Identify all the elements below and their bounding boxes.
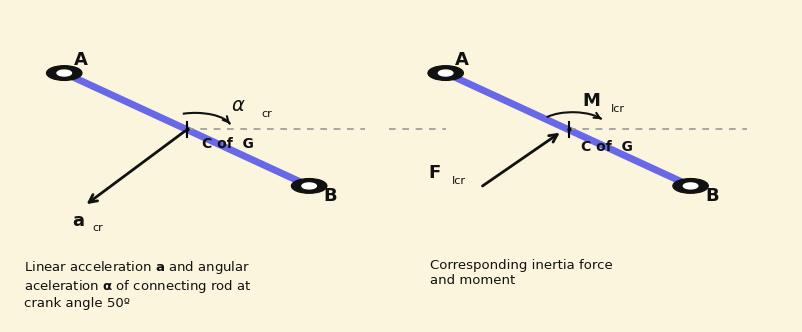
Circle shape (427, 66, 463, 80)
Circle shape (291, 179, 326, 193)
Text: Icr: Icr (610, 104, 624, 114)
Circle shape (302, 183, 316, 189)
Text: Corresponding inertia force
and moment: Corresponding inertia force and moment (429, 259, 612, 287)
Circle shape (57, 70, 71, 76)
Text: A: A (455, 51, 468, 69)
Text: A: A (74, 51, 87, 69)
Text: a: a (72, 212, 84, 230)
Text: Linear acceleration $\mathbf{a}$ and angular
aceleration $\mathbf{\alpha}$ of co: Linear acceleration $\mathbf{a}$ and ang… (24, 259, 251, 310)
Text: C of  G: C of G (201, 137, 253, 151)
Text: $\alpha$: $\alpha$ (231, 96, 245, 115)
Circle shape (672, 179, 707, 193)
Text: cr: cr (261, 109, 271, 119)
Text: Icr: Icr (452, 176, 465, 186)
Circle shape (683, 183, 697, 189)
Text: cr: cr (92, 223, 103, 233)
Text: B: B (704, 187, 718, 205)
Text: C of  G: C of G (580, 140, 632, 154)
Circle shape (438, 70, 452, 76)
Text: M: M (581, 92, 599, 110)
Circle shape (47, 66, 82, 80)
Text: F: F (427, 164, 439, 182)
Text: B: B (323, 187, 337, 205)
